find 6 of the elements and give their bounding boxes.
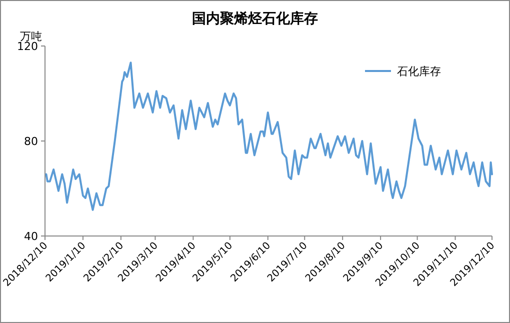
- y-tick-label: 40: [24, 230, 38, 243]
- chart-title: 国内聚烯烃石化库存: [192, 10, 318, 27]
- y-axis-title: 万吨: [20, 30, 42, 43]
- legend-label: 石化库存: [397, 65, 441, 78]
- y-tick-label: 120: [17, 40, 38, 53]
- y-tick-label: 80: [24, 135, 38, 148]
